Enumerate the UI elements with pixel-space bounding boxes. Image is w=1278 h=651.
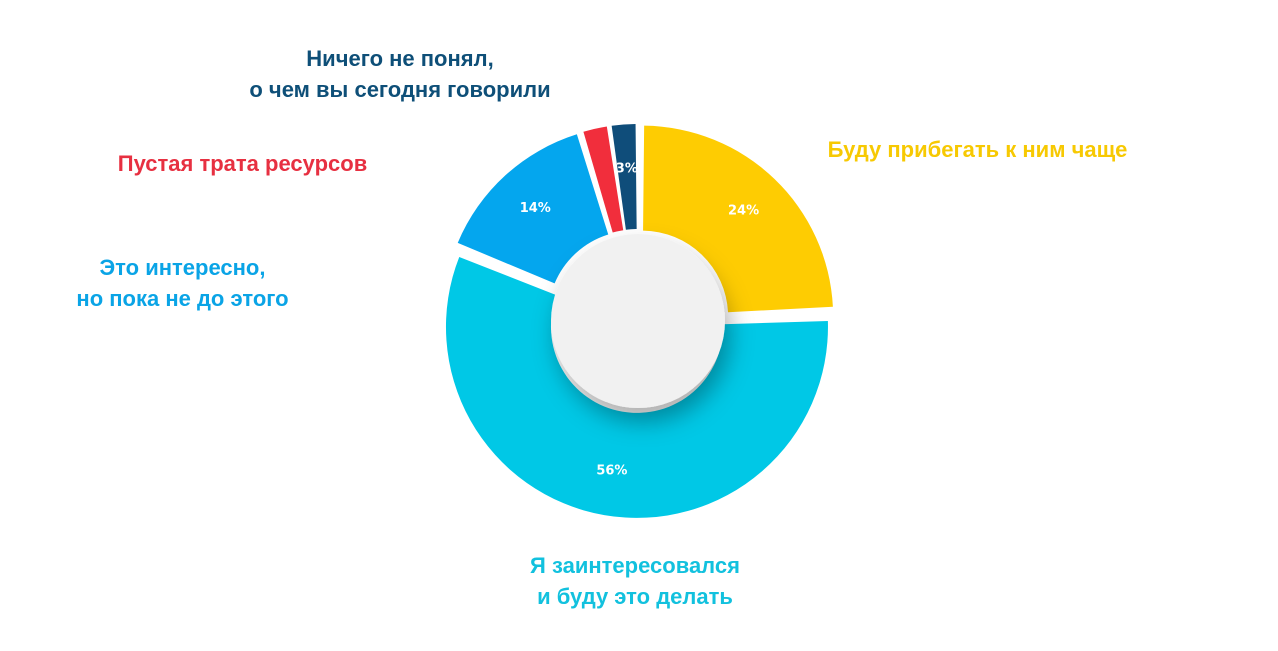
label-interesting-not-now: Это интересно, но пока не до этого bbox=[30, 252, 335, 314]
label-line: Буду прибегать к ним чаще bbox=[827, 137, 1128, 162]
label-interested-will-do: Я заинтересовался и буду это делать bbox=[425, 550, 845, 612]
donut-center bbox=[551, 234, 725, 408]
label-line: и буду это делать bbox=[537, 584, 733, 609]
donut-slice bbox=[583, 126, 624, 233]
label-line: но пока не до этого bbox=[76, 286, 289, 311]
label-use-more-often: Буду прибегать к ним чаще bbox=[780, 134, 1175, 165]
label-waste-of-resources: Пустая трата ресурсов bbox=[80, 148, 405, 179]
donut-slice bbox=[445, 256, 828, 518]
slice-percent-label: 56% bbox=[596, 464, 627, 479]
slice-percent-label: 3% bbox=[616, 161, 638, 176]
label-line: о чем вы сегодня говорили bbox=[249, 77, 551, 102]
label-understood-nothing: Ничего не понял, о чем вы сегодня говори… bbox=[200, 43, 600, 105]
donut-slice bbox=[457, 134, 609, 284]
label-line: Ничего не понял, bbox=[306, 46, 494, 71]
label-line: Я заинтересовался bbox=[530, 553, 740, 578]
label-line: Это интересно, bbox=[99, 255, 266, 280]
donut-slice bbox=[611, 124, 637, 230]
percent-labels: 24% 56% 14% 3% bbox=[520, 161, 759, 478]
donut-slices bbox=[445, 124, 833, 518]
donut-slice bbox=[643, 125, 833, 313]
slice-percent-label: 14% bbox=[520, 201, 551, 216]
label-line: Пустая трата ресурсов bbox=[117, 151, 368, 176]
slice-percent-label: 24% bbox=[728, 203, 759, 218]
